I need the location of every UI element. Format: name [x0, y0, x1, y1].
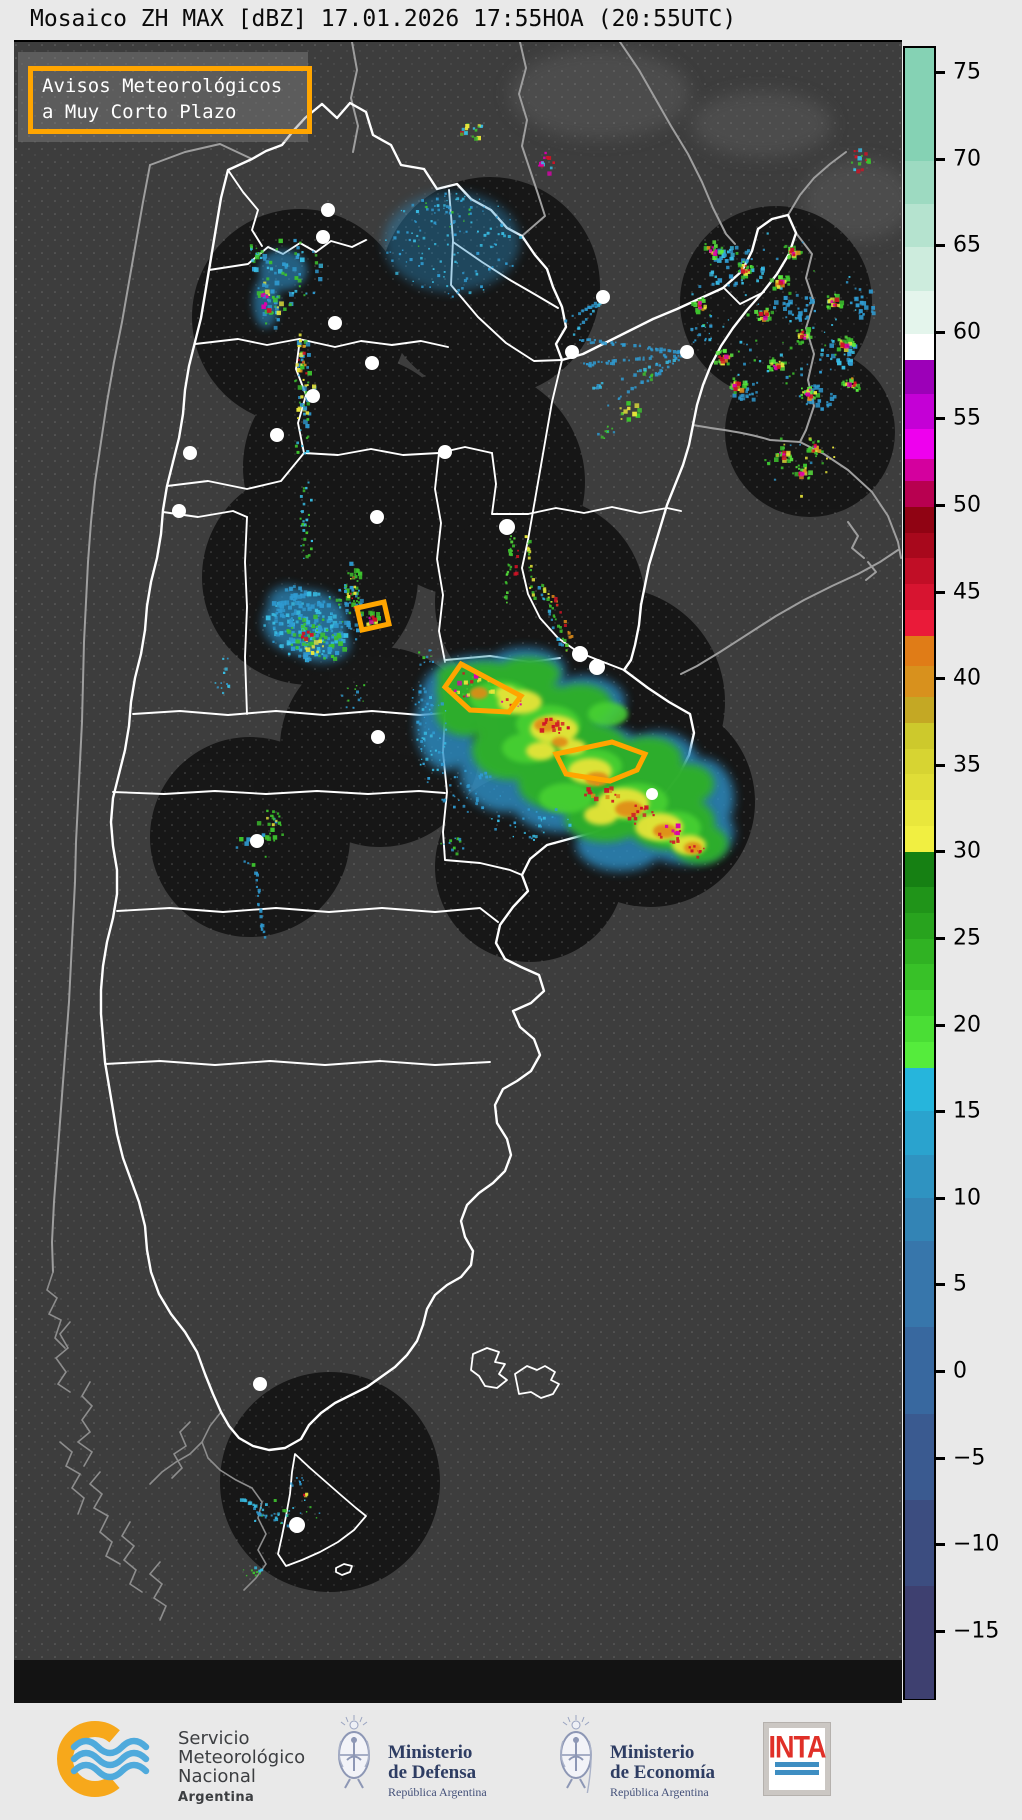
title-bar: Mosaico ZH MAX [dBZ] 17.01.2026 17:55HOA…	[0, 0, 1022, 40]
page-title: Mosaico ZH MAX [dBZ] 17.01.2026 17:55HOA…	[30, 6, 737, 32]
argentina-outline	[99, 101, 798, 1452]
coat-of-arms-icon	[338, 1715, 370, 1789]
inta-logo: INTA	[763, 1722, 831, 1796]
inta-bar-top	[775, 1762, 819, 1767]
defensa-line1: Ministerio	[388, 1742, 473, 1763]
defensa-sub: República Argentina	[388, 1785, 487, 1799]
defensa-text: Ministerio de Defensa República Argentin…	[388, 1743, 487, 1800]
warning-polygon-east	[552, 739, 649, 784]
coat-of-arms-icon	[560, 1715, 592, 1796]
smn-line1: Servicio	[178, 1728, 250, 1749]
defensa-line2: de Defensa	[388, 1762, 477, 1783]
warning-banner: Avisos Meteorológicos a Muy Corto Plazo	[18, 52, 312, 142]
inta-label: INTA	[768, 1729, 827, 1765]
economia-line1: Ministerio	[610, 1742, 695, 1763]
colorbar-scale	[903, 46, 936, 1700]
islands-outlines	[277, 1347, 560, 1576]
warning-banner-frame: Avisos Meteorológicos a Muy Corto Plazo	[28, 66, 312, 134]
smn-logo-text: Servicio Meteorológico Nacional Argentin…	[178, 1729, 305, 1807]
warning-polygons	[354, 599, 649, 784]
warning-banner-line1: Avisos Meteorológicos	[42, 75, 283, 97]
economia-line2: de Economía	[610, 1762, 716, 1783]
smn-country: Argentina	[178, 1790, 255, 1805]
neighbor-country-borders	[51, 42, 902, 1273]
warning-polygon-small	[354, 599, 392, 633]
noise-texture	[14, 42, 902, 1705]
radar-map: Avisos Meteorológicos a Muy Corto Plazo	[14, 40, 902, 1705]
colorbar: 75 70 65 60 55 50 45 40 35 30 25 20 15 10 5 0 −5 −10 −15	[903, 46, 1022, 1700]
chile-fjords	[46, 1271, 267, 1621]
ministerio-economia-logo: Ministerio de Economía República Argenti…	[552, 1713, 732, 1813]
economia-text: Ministerio de Economía República Argenti…	[610, 1743, 715, 1800]
radar-echo-layers	[253, 192, 734, 871]
smn-line3: Nacional	[178, 1766, 256, 1787]
economia-sub: República Argentina	[610, 1785, 709, 1799]
inta-bar-bottom	[775, 1770, 819, 1775]
radar-map-canvas	[14, 42, 902, 1705]
smn-line2: Meteorológico	[178, 1747, 306, 1768]
inta-logo-inner: INTA	[768, 1728, 827, 1790]
smn-logo: Servicio Meteorológico Nacional Argentin…	[50, 1711, 305, 1811]
colorbar-ticks: 75 70 65 60 55 50 45 40 35 30 25 20 15 10 5 0 −5 −10 −15	[936, 46, 1022, 1700]
smn-swoosh-icon	[57, 1721, 150, 1797]
warning-polygon-west	[441, 660, 525, 715]
ministerio-defensa-logo: Ministerio de Defensa República Argentin…	[330, 1713, 500, 1813]
warning-banner-line2: a Muy Corto Plazo	[42, 101, 237, 123]
city-markers	[172, 203, 694, 1533]
map-bottom-band	[14, 1660, 902, 1705]
footer: Servicio Meteorológico Nacional Argentin…	[0, 1703, 1022, 1820]
radar-echo-speckles	[214, 123, 876, 1577]
